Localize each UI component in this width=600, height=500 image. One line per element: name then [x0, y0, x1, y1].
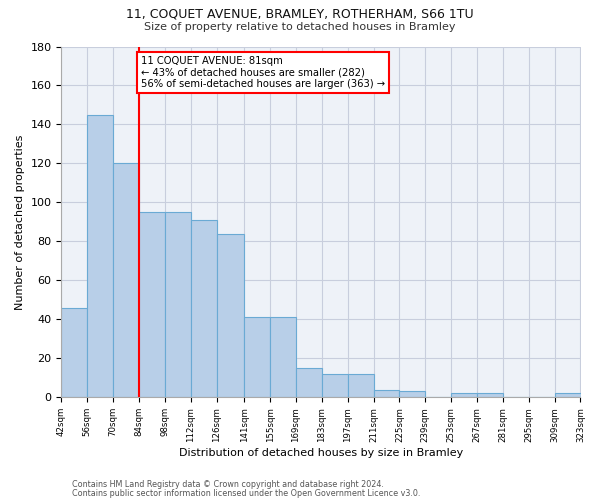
Bar	[322, 374, 348, 398]
Bar	[451, 394, 477, 398]
Bar	[139, 212, 165, 398]
Y-axis label: Number of detached properties: Number of detached properties	[15, 134, 25, 310]
Bar	[191, 220, 217, 398]
Bar	[61, 308, 87, 398]
Text: Contains public sector information licensed under the Open Government Licence v3: Contains public sector information licen…	[72, 489, 421, 498]
Bar	[374, 390, 400, 398]
Bar	[296, 368, 322, 398]
X-axis label: Distribution of detached houses by size in Bramley: Distribution of detached houses by size …	[179, 448, 463, 458]
Text: Size of property relative to detached houses in Bramley: Size of property relative to detached ho…	[144, 22, 456, 32]
Bar	[244, 318, 270, 398]
Bar	[87, 114, 113, 398]
Bar	[400, 392, 425, 398]
Text: Contains HM Land Registry data © Crown copyright and database right 2024.: Contains HM Land Registry data © Crown c…	[72, 480, 384, 489]
Bar	[348, 374, 374, 398]
Bar	[165, 212, 191, 398]
Bar	[113, 164, 139, 398]
Bar	[477, 394, 503, 398]
Bar	[217, 234, 244, 398]
Bar	[270, 318, 296, 398]
Text: 11 COQUET AVENUE: 81sqm
← 43% of detached houses are smaller (282)
56% of semi-d: 11 COQUET AVENUE: 81sqm ← 43% of detache…	[141, 56, 385, 90]
Bar	[554, 394, 581, 398]
Text: 11, COQUET AVENUE, BRAMLEY, ROTHERHAM, S66 1TU: 11, COQUET AVENUE, BRAMLEY, ROTHERHAM, S…	[126, 8, 474, 20]
